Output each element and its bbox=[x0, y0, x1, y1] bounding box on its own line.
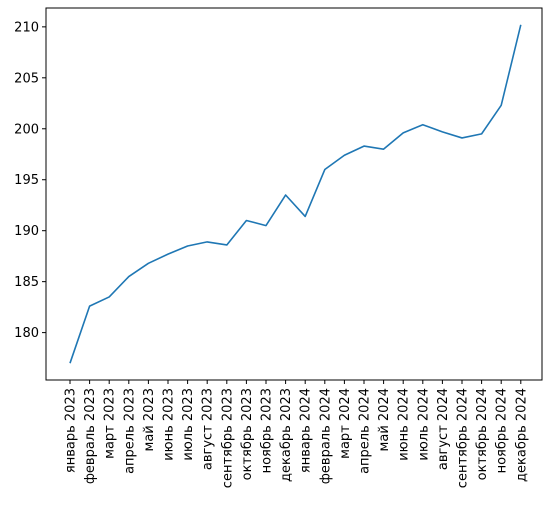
y-tick-label: 205 bbox=[14, 71, 39, 86]
x-tick-label: ноябрь 2024 bbox=[495, 388, 510, 473]
x-tick-label: май 2023 bbox=[142, 388, 157, 451]
x-tick-label: август 2024 bbox=[436, 388, 451, 470]
x-tick-label: март 2024 bbox=[338, 388, 353, 459]
y-tick-label: 195 bbox=[14, 173, 39, 188]
x-tick-label: февраль 2023 bbox=[83, 388, 98, 484]
y-tick-label: 185 bbox=[14, 275, 39, 290]
x-tick-label: июнь 2023 bbox=[162, 388, 177, 461]
x-tick-label: август 2023 bbox=[201, 388, 216, 470]
x-tick-label: февраль 2024 bbox=[318, 388, 333, 484]
y-tick-label: 180 bbox=[14, 326, 39, 341]
y-tick-label: 200 bbox=[14, 122, 39, 137]
x-tick-label: март 2023 bbox=[103, 388, 118, 459]
x-tick-label: май 2024 bbox=[377, 388, 392, 451]
x-tick-label: ноябрь 2023 bbox=[260, 388, 275, 473]
x-tick-label: июль 2024 bbox=[416, 388, 431, 461]
x-tick-label: октябрь 2023 bbox=[240, 388, 255, 480]
x-tick-label: январь 2023 bbox=[64, 388, 79, 473]
x-tick-label: декабрь 2023 bbox=[279, 388, 294, 482]
axes-frame bbox=[45, 7, 543, 381]
y-tick-label: 210 bbox=[14, 20, 39, 35]
x-tick-label: сентябрь 2023 bbox=[220, 388, 235, 488]
x-tick-label: январь 2024 bbox=[299, 388, 314, 473]
x-tick-label: апрель 2024 bbox=[358, 388, 373, 474]
y-tick-label: 190 bbox=[14, 224, 39, 239]
x-tick-label: декабрь 2024 bbox=[514, 388, 529, 482]
x-tick-label: июль 2023 bbox=[181, 388, 196, 461]
x-tick-label: сентябрь 2024 bbox=[456, 388, 471, 488]
plot-area: 180 185 190 195 200 205 210 январь 2023 февраль … bbox=[14, 7, 543, 488]
x-tick-label: июнь 2024 bbox=[397, 388, 412, 461]
x-tick-label: октябрь 2024 bbox=[475, 388, 490, 480]
x-tick-label: апрель 2023 bbox=[122, 388, 137, 474]
data-line-series bbox=[69, 24, 522, 364]
